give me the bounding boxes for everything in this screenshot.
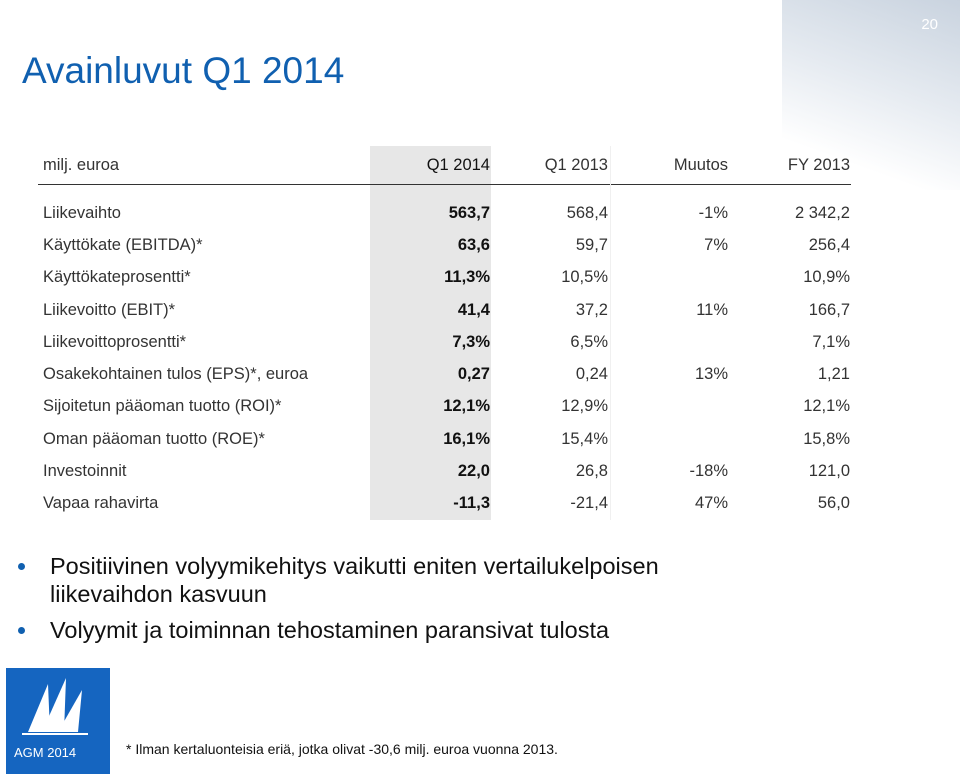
- value-change: 7%: [610, 229, 730, 262]
- table-row: Investoinnit 22,0 26,8 -18% 121,0: [38, 455, 851, 488]
- bullet-item: Positiivinen volyymikehitys vaikutti eni…: [16, 552, 770, 608]
- value-fy-2013: 56,0: [817, 494, 850, 513]
- value-change: [610, 390, 730, 424]
- table-row: Vapaa rahavirta -11,3 -21,4 47% 56,0: [38, 487, 851, 520]
- value-fy-2013: 166,7: [808, 300, 850, 319]
- table-row: Oman pääoman tuotto (ROE)* 16,1% 15,4% 1…: [38, 423, 851, 456]
- bullet-item: Volyymit ja toiminnan tehostaminen paran…: [16, 616, 770, 644]
- row-label: Osakekohtainen tulos (EPS)*, euroa: [43, 365, 309, 384]
- value-q1-2014: 7,3%: [370, 326, 491, 359]
- value-q1-2013: 0,24: [575, 365, 608, 384]
- row-label: Sijoitetun pääoman tuotto (ROI)*: [43, 397, 282, 416]
- value-q1-2013: 59,7: [575, 235, 608, 254]
- value-change: 13%: [610, 358, 730, 391]
- row-label: Käyttökateprosentti*: [43, 268, 191, 287]
- agm-label: AGM 2014: [14, 745, 77, 760]
- value-change: [610, 423, 730, 456]
- value-fy-2013: 1,21: [817, 365, 850, 384]
- value-change: 11%: [610, 293, 730, 327]
- value-fy-2013: 12,1%: [803, 397, 850, 416]
- sailboat-logo-icon: [22, 678, 88, 735]
- value-change: 47%: [610, 487, 730, 520]
- table-row: Käyttökateprosentti* 11,3% 10,5% 10,9%: [38, 261, 851, 294]
- value-q1-2013: 26,8: [575, 462, 608, 481]
- header-fy-2013: FY 2013: [787, 155, 850, 174]
- value-fy-2013: 121,0: [808, 462, 850, 481]
- bullet-icon: [18, 627, 25, 634]
- row-label: Liikevoitto (EBIT)*: [43, 300, 176, 319]
- table-row: Liikevoitto (EBIT)* 41,4 37,2 11% 166,7: [38, 293, 851, 327]
- row-label: Käyttökate (EBITDA)*: [43, 235, 203, 254]
- value-q1-2014: 0,27: [370, 358, 491, 391]
- value-fy-2013: 2 342,2: [794, 203, 850, 222]
- value-q1-2014: 16,1%: [370, 423, 491, 456]
- table-row: Liikevaihto 563,7 568,4 -1% 2 342,2: [38, 197, 851, 230]
- value-q1-2013: 37,2: [575, 300, 608, 319]
- row-label: Investoinnit: [43, 462, 127, 481]
- value-q1-2013: 12,9%: [561, 397, 608, 416]
- value-change: [610, 261, 730, 294]
- bullet-text: Volyymit ja toiminnan tehostaminen paran…: [50, 617, 610, 643]
- bullet-icon: [18, 563, 25, 570]
- header-q1-2014: Q1 2014: [370, 146, 491, 185]
- value-fy-2013: 10,9%: [803, 268, 850, 287]
- header-q1-2013: Q1 2013: [544, 155, 608, 174]
- value-q1-2014: 12,1%: [370, 390, 491, 424]
- value-q1-2014: -11,3: [370, 487, 491, 520]
- value-q1-2014: 22,0: [370, 455, 491, 488]
- value-fy-2013: 256,4: [808, 235, 850, 254]
- row-label: Liikevaihto: [43, 203, 121, 222]
- value-q1-2014: 563,7: [370, 197, 491, 230]
- company-logo: AGM 2014: [6, 668, 110, 774]
- table-row: Sijoitetun pääoman tuotto (ROI)* 12,1% 1…: [38, 390, 851, 424]
- row-label: Oman pääoman tuotto (ROE)*: [43, 429, 265, 448]
- key-figures-table: milj. euroa Q1 2014 Q1 2013 Muutos FY 20…: [38, 146, 851, 520]
- value-q1-2013: 10,5%: [561, 268, 608, 287]
- table-header-row: milj. euroa Q1 2014 Q1 2013 Muutos FY 20…: [38, 146, 851, 185]
- table-row: Käyttökate (EBITDA)* 63,6 59,7 7% 256,4: [38, 229, 851, 262]
- value-change: -1%: [610, 197, 730, 230]
- bullet-list: Positiivinen volyymikehitys vaikutti eni…: [16, 552, 770, 652]
- corner-gradient: [782, 0, 960, 190]
- value-q1-2013: -21,4: [570, 494, 608, 513]
- row-label: Liikevoittoprosentti*: [43, 332, 187, 351]
- value-q1-2013: 568,4: [566, 203, 608, 222]
- value-q1-2014: 63,6: [370, 229, 491, 262]
- value-fy-2013: 7,1%: [812, 332, 850, 351]
- value-fy-2013: 15,8%: [803, 429, 850, 448]
- header-change: Muutos: [610, 146, 730, 185]
- value-q1-2014: 41,4: [370, 293, 491, 327]
- slide-title: Avainluvut Q1 2014: [22, 50, 345, 91]
- row-label: Vapaa rahavirta: [43, 494, 159, 513]
- value-change: [610, 326, 730, 359]
- footnote: * Ilman kertaluonteisia eriä, jotka oliv…: [126, 741, 558, 757]
- value-q1-2014: 11,3%: [370, 261, 491, 294]
- bullet-text: Positiivinen volyymikehitys vaikutti eni…: [50, 553, 659, 607]
- header-label: milj. euroa: [43, 155, 120, 174]
- table-row: Liikevoittoprosentti* 7,3% 6,5% 7,1%: [38, 326, 851, 359]
- value-q1-2013: 6,5%: [570, 332, 608, 351]
- page-number: 20: [921, 16, 938, 33]
- table-row: Osakekohtainen tulos (EPS)*, euroa 0,27 …: [38, 358, 851, 391]
- value-change: -18%: [610, 455, 730, 488]
- value-q1-2013: 15,4%: [561, 429, 608, 448]
